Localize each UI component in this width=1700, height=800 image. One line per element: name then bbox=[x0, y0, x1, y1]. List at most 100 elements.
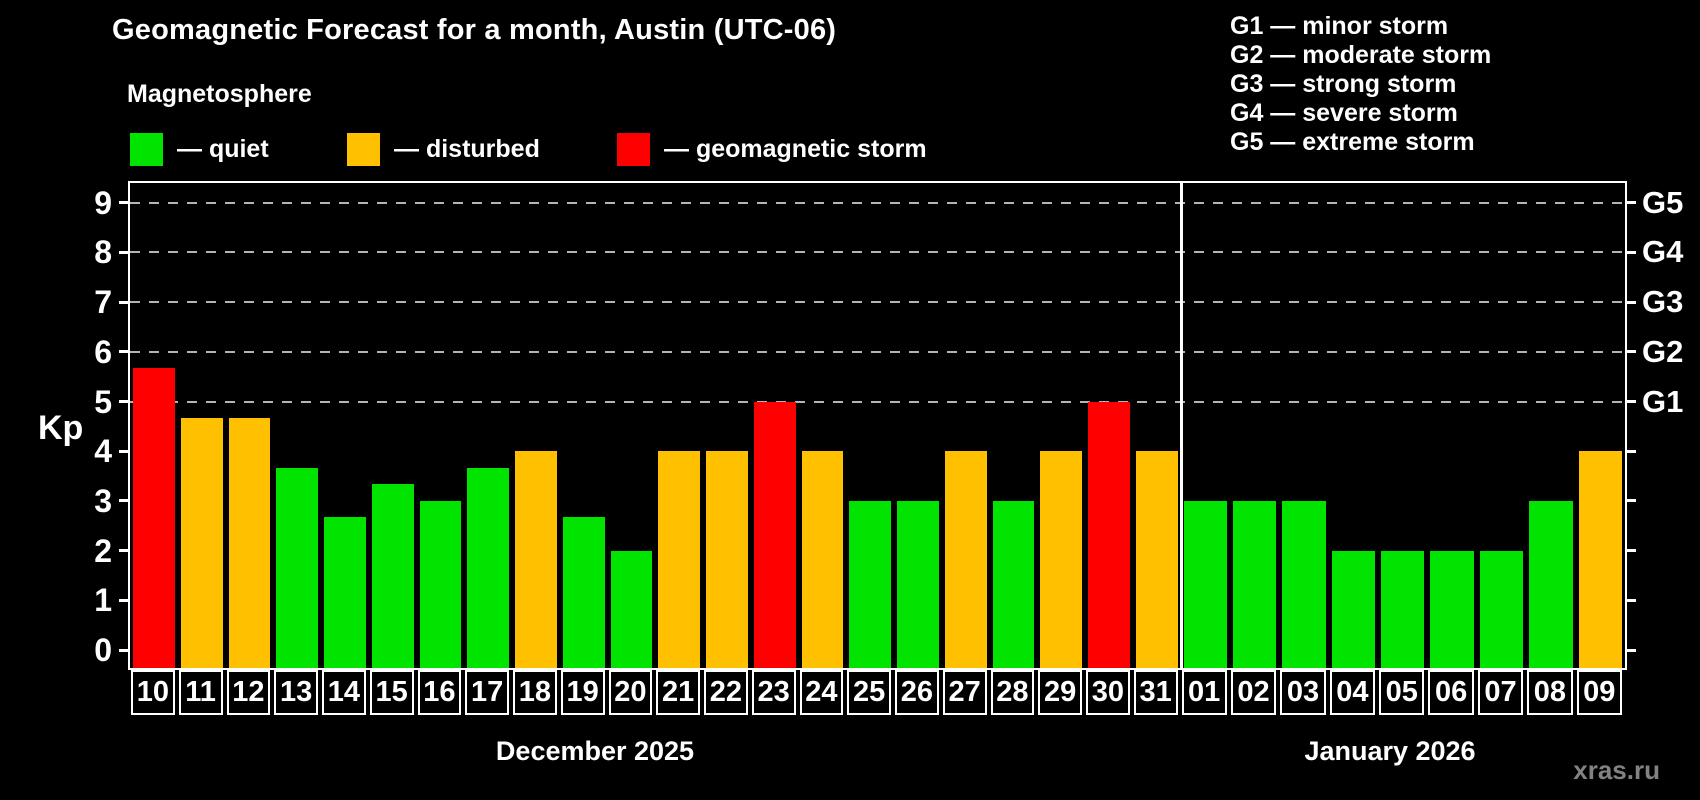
site-watermark: xras.ru bbox=[1573, 755, 1660, 785]
legend-item-storm: — geomagnetic storm bbox=[617, 132, 927, 166]
plot-border bbox=[128, 181, 1627, 670]
kp-bar bbox=[897, 500, 939, 668]
day-label: 20 bbox=[608, 670, 653, 715]
day-label: 25 bbox=[847, 670, 891, 715]
day-label: 21 bbox=[656, 670, 700, 715]
y-axis-tick bbox=[119, 201, 130, 205]
day-label: 01 bbox=[1181, 670, 1227, 715]
kp-bar bbox=[1040, 451, 1082, 668]
kp-bar bbox=[324, 517, 366, 668]
kp-bar bbox=[1135, 451, 1178, 668]
day-label: 28 bbox=[990, 670, 1035, 715]
kp-bar bbox=[801, 451, 844, 668]
legend-label-disturbed: — disturbed bbox=[394, 134, 540, 163]
day-label: 05 bbox=[1379, 670, 1425, 715]
g3-legend-line: G3 — strong storm bbox=[1230, 70, 1457, 98]
legend-item-disturbed: — disturbed bbox=[347, 132, 540, 166]
day-label: 23 bbox=[751, 670, 796, 715]
day-label: 08 bbox=[1527, 670, 1573, 715]
chart-title: Geomagnetic Forecast for a month, Austin… bbox=[112, 14, 837, 46]
day-label: 29 bbox=[1038, 670, 1082, 715]
day-label: 31 bbox=[1133, 670, 1178, 715]
kp-bar bbox=[1232, 500, 1277, 668]
legend-label-quiet: — quiet bbox=[177, 134, 269, 163]
day-label: 26 bbox=[895, 670, 939, 715]
g-scale-label: G1 bbox=[1642, 383, 1684, 419]
chart-subtitle: Magnetosphere bbox=[127, 80, 312, 108]
y-axis-tick bbox=[1625, 350, 1636, 354]
day-label: 03 bbox=[1280, 670, 1326, 715]
storm-color-swatch bbox=[617, 132, 650, 166]
day-label: 22 bbox=[704, 670, 748, 715]
day-label: 09 bbox=[1576, 670, 1622, 715]
y-axis-tick-label: 6 bbox=[94, 333, 112, 370]
day-label: 18 bbox=[513, 670, 557, 715]
kp-bar bbox=[419, 500, 462, 668]
y-axis-tick-label: 9 bbox=[94, 184, 112, 221]
y-axis-tick-label: 5 bbox=[94, 383, 112, 420]
g-scale-label: G3 bbox=[1642, 284, 1684, 320]
y-axis-tick bbox=[1625, 499, 1636, 503]
day-label: 02 bbox=[1230, 670, 1277, 715]
kp-bar bbox=[1529, 500, 1573, 668]
y-axis-tick-label: 0 bbox=[94, 632, 112, 668]
y-axis-title: Kp bbox=[38, 409, 84, 447]
y-axis-tick-label: 8 bbox=[94, 234, 112, 271]
kp-bar bbox=[1381, 550, 1425, 668]
g-scale-label: G5 bbox=[1642, 184, 1684, 220]
y-axis-tick bbox=[119, 350, 130, 354]
day-label: 04 bbox=[1329, 670, 1376, 715]
day-label: 10 bbox=[131, 670, 175, 715]
kp-bar bbox=[562, 517, 605, 668]
day-label: 19 bbox=[560, 670, 605, 715]
gridline bbox=[130, 301, 1625, 304]
kp-bar bbox=[515, 451, 557, 668]
g1-legend-line: G1 — minor storm bbox=[1230, 12, 1449, 40]
y-axis-tick bbox=[1625, 598, 1636, 602]
kp-bar bbox=[1578, 451, 1622, 668]
kp-bar bbox=[1088, 401, 1130, 668]
g-scale-label: G2 bbox=[1642, 333, 1684, 369]
gridline bbox=[130, 201, 1625, 204]
g-scale-legend: G1 — minor storm G2 — moderate storm G3 … bbox=[1230, 12, 1491, 157]
y-axis-tick-label: 3 bbox=[94, 482, 112, 519]
kp-bar bbox=[371, 484, 414, 668]
y-axis-tick bbox=[119, 400, 130, 403]
y-axis-tick bbox=[119, 598, 130, 602]
g-scale-label: G4 bbox=[1642, 234, 1684, 270]
y-axis-tick-label: 4 bbox=[94, 433, 112, 470]
kp-bar bbox=[849, 500, 891, 668]
month-label-january: January 2026 bbox=[1304, 736, 1476, 766]
kp-bar bbox=[1479, 550, 1524, 668]
y-axis-tick bbox=[1625, 201, 1636, 205]
y-axis-tick bbox=[119, 499, 130, 503]
kp-bar bbox=[1183, 500, 1227, 668]
g4-legend-line: G4 — severe storm bbox=[1230, 99, 1458, 127]
day-label: 06 bbox=[1428, 670, 1474, 715]
day-label: 07 bbox=[1477, 670, 1524, 715]
y-axis-tick-label: 2 bbox=[94, 532, 112, 569]
kp-bar bbox=[180, 417, 223, 668]
day-label: 12 bbox=[226, 670, 271, 715]
g5-legend-line: G5 — extreme storm bbox=[1230, 128, 1475, 156]
day-label: 14 bbox=[322, 670, 366, 715]
legend-label-storm: — geomagnetic storm bbox=[664, 134, 927, 163]
month-label-december: December 2025 bbox=[495, 736, 695, 766]
y-axis-tick bbox=[119, 300, 130, 304]
y-axis-tick-label: 1 bbox=[94, 582, 112, 619]
kp-bar bbox=[610, 550, 653, 668]
y-axis-tick bbox=[119, 449, 130, 453]
day-label: 13 bbox=[274, 670, 318, 715]
kp-bar bbox=[228, 417, 271, 668]
y-axis-tick bbox=[1625, 449, 1636, 453]
y-axis-tick bbox=[119, 250, 130, 254]
g2-legend-line: G2 — moderate storm bbox=[1230, 41, 1492, 69]
kp-bar bbox=[706, 451, 748, 668]
kp-bar bbox=[276, 467, 318, 668]
kp-bar bbox=[133, 368, 175, 668]
kp-bar bbox=[992, 500, 1035, 668]
day-label: 17 bbox=[465, 670, 509, 715]
kp-bar bbox=[467, 467, 509, 668]
gridline bbox=[130, 400, 1625, 403]
kp-bar bbox=[944, 451, 987, 668]
